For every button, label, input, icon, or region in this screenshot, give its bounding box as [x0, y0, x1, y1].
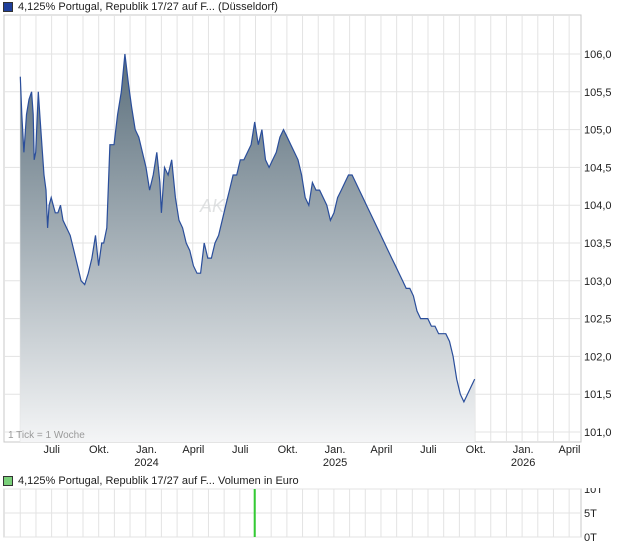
volume-series-swatch	[3, 476, 13, 486]
x-tick-label: Okt.	[278, 444, 298, 456]
x-tick-label: Jan.	[325, 444, 346, 456]
price-area-fill	[20, 54, 475, 442]
x-tick-year: 2026	[511, 457, 535, 469]
volume-y-tick-label: 0T	[584, 532, 597, 544]
y-tick-label: 103,0	[584, 276, 612, 288]
x-tick-label: April	[558, 444, 580, 456]
y-tick-label: 104,5	[584, 162, 612, 174]
x-tick-label: Juli	[420, 444, 437, 456]
volume-y-tick-label: 5T	[584, 508, 597, 520]
x-tick-label: Okt.	[89, 444, 109, 456]
y-tick-label: 101,0	[584, 427, 612, 439]
price-series-label: 4,125% Portugal, Republik 17/27 auf F...…	[18, 1, 278, 13]
y-tick-label: 103,5	[584, 238, 612, 250]
y-tick-label: 105,5	[584, 87, 612, 99]
y-tick-label: 102,0	[584, 351, 612, 363]
y-tick-label: 104,0	[584, 200, 612, 212]
volume-bars	[253, 489, 256, 537]
x-tick-label: Okt.	[466, 444, 486, 456]
x-tick-label: April	[182, 444, 204, 456]
y-tick-label: 101,5	[584, 389, 612, 401]
volume-chart: 10T 5T 0T	[3, 488, 603, 544]
volume-series-label: 4,125% Portugal, Republik 17/27 auf F...…	[18, 475, 299, 487]
y-tick-label: 106,0	[584, 49, 612, 61]
volume-chart-legend: 4,125% Portugal, Republik 17/27 auf F...…	[3, 474, 299, 488]
volume-grid-lines	[4, 488, 581, 538]
x-tick-label: April	[370, 444, 392, 456]
volume-bar	[253, 489, 256, 537]
x-tick-year: 2024	[134, 457, 158, 469]
x-tick-year: 2025	[323, 457, 347, 469]
price-chart: AKTIEN 106,0105,5105,0104,5104,0103,5103…	[3, 14, 612, 469]
y-axis-ticks: 106,0 105,5 105,0 104,5 104,0 103,5 103,0 102,5…	[584, 49, 612, 439]
main-chart-legend: 4,125% Portugal, Republik 17/27 auf F...…	[3, 0, 278, 14]
price-series-swatch	[3, 2, 13, 12]
price-line	[19, 53, 476, 404]
x-tick-label: Juli	[232, 444, 249, 456]
y-tick-label: 105,0	[584, 125, 612, 137]
tick-note: 1 Tick = 1 Woche	[8, 430, 85, 441]
y-tick-label: 102,5	[584, 314, 612, 326]
volume-y-tick-label: 10T	[584, 488, 603, 496]
x-tick-label: Jan.	[513, 444, 534, 456]
volume-y-axis-ticks: 10T 5T 0T	[584, 488, 603, 544]
x-tick-label: Juli	[43, 444, 60, 456]
x-tick-label: Jan.	[136, 444, 157, 456]
